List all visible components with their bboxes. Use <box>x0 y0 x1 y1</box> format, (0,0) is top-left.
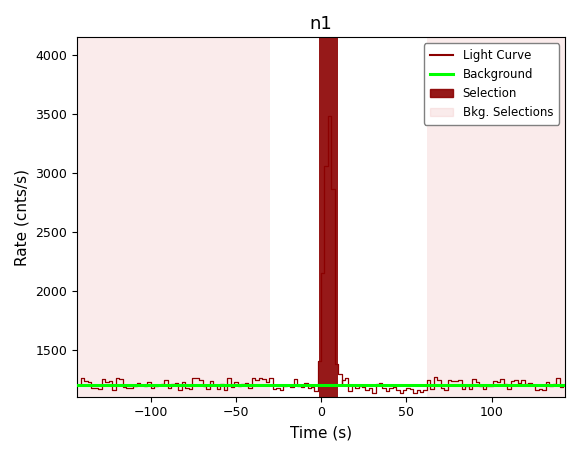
Bar <box>77 37 270 397</box>
Title: n1: n1 <box>310 15 332 33</box>
X-axis label: Time (s): Time (s) <box>290 425 352 440</box>
Bar <box>427 37 565 397</box>
Y-axis label: Rate (cnts/s): Rate (cnts/s) <box>15 168 30 266</box>
Legend: Light Curve, Background, Selection, Bkg. Selections: Light Curve, Background, Selection, Bkg.… <box>424 43 559 125</box>
Bar <box>320 37 338 397</box>
